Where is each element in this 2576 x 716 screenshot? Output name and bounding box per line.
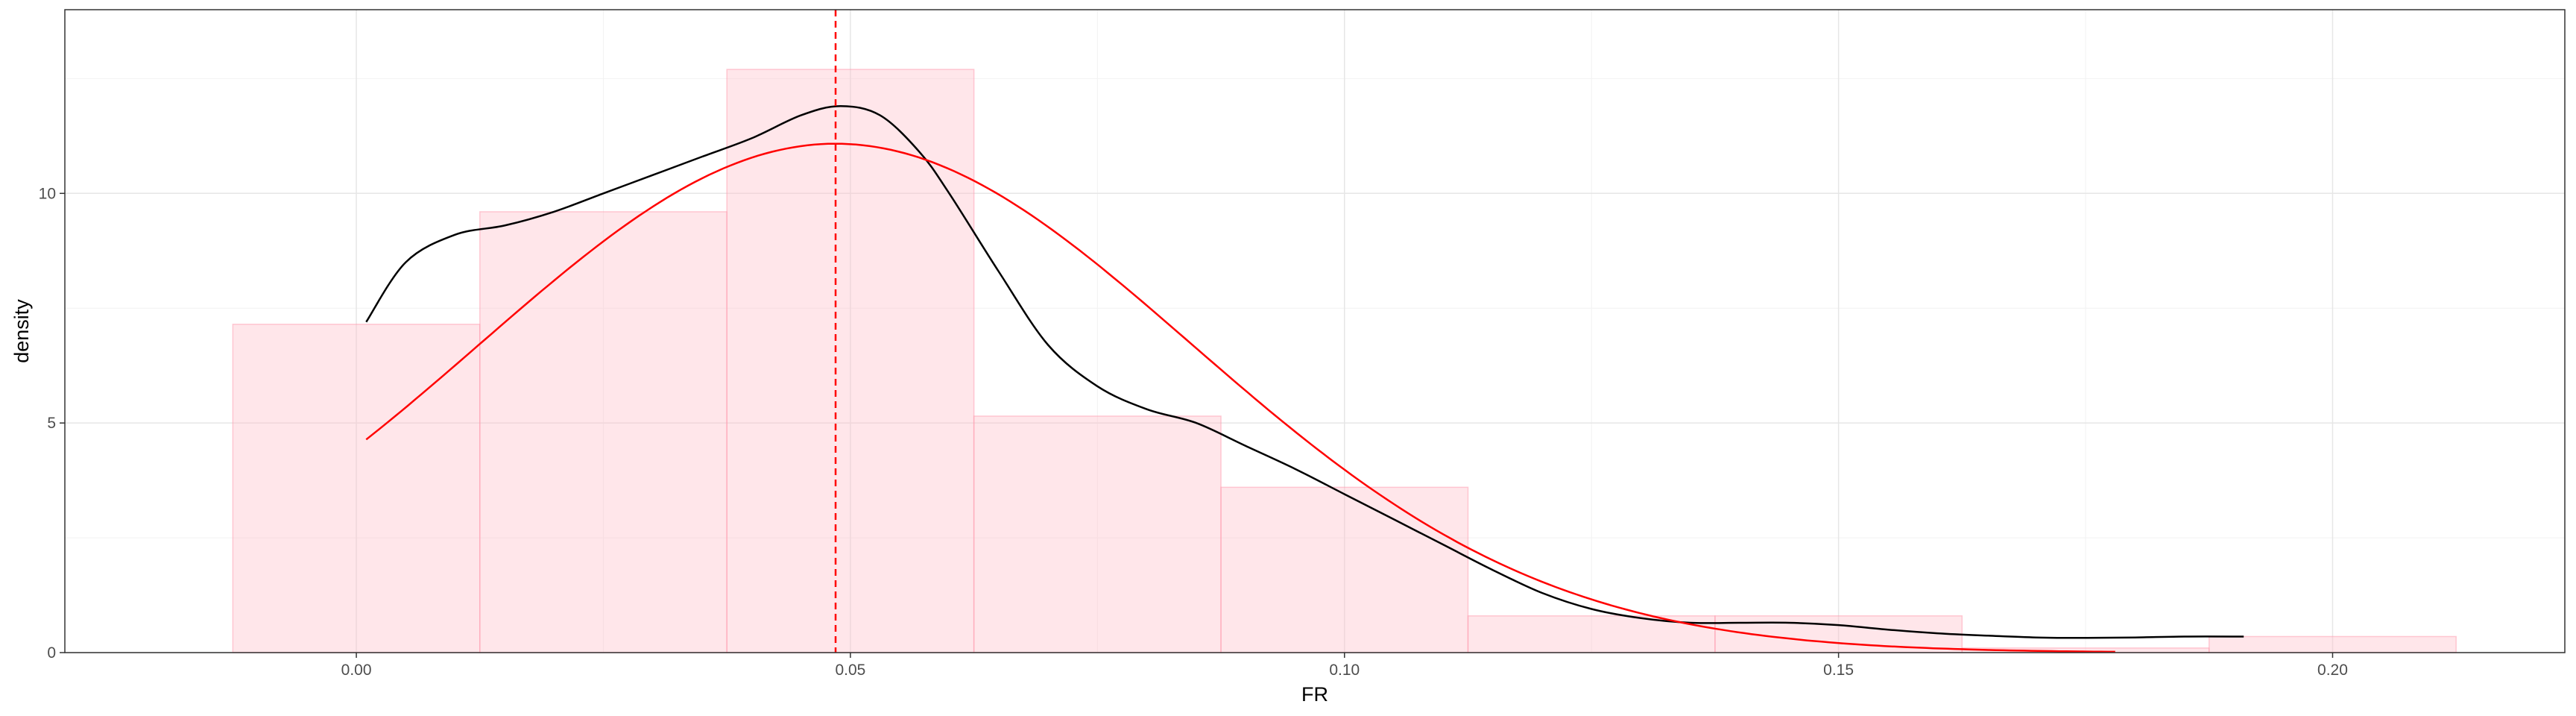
x-tick-label: 0.10 <box>1329 662 1360 679</box>
histogram-bar <box>973 415 1222 653</box>
density-curves <box>365 10 2244 653</box>
histogram-bar <box>232 324 481 653</box>
x-tick-label: 0.05 <box>835 662 865 679</box>
y-tick-label: 5 <box>47 415 56 432</box>
y-axis-title: density <box>10 299 33 363</box>
axes: 0.00 0.05 0.10 0.15 0.20 0 5 10 <box>39 185 2348 679</box>
histogram-bar <box>479 211 727 653</box>
normal-density-curve <box>365 142 2115 653</box>
plot-panel <box>65 10 2565 653</box>
histogram-bar <box>2209 635 2457 653</box>
x-tick-label: 0.00 <box>341 662 372 679</box>
histogram-bar <box>726 69 975 653</box>
y-tick-label: 0 <box>47 644 56 662</box>
kde-density-curve <box>365 105 2244 639</box>
histogram-bar <box>1220 486 1469 653</box>
x-tick-label: 0.20 <box>2317 662 2348 679</box>
x-axis-title: FR <box>1301 683 1328 706</box>
x-tick-label: 0.15 <box>1823 662 1854 679</box>
histogram-bars <box>232 69 2457 653</box>
plot-border <box>64 9 2566 653</box>
y-tick-label: 10 <box>39 185 56 202</box>
